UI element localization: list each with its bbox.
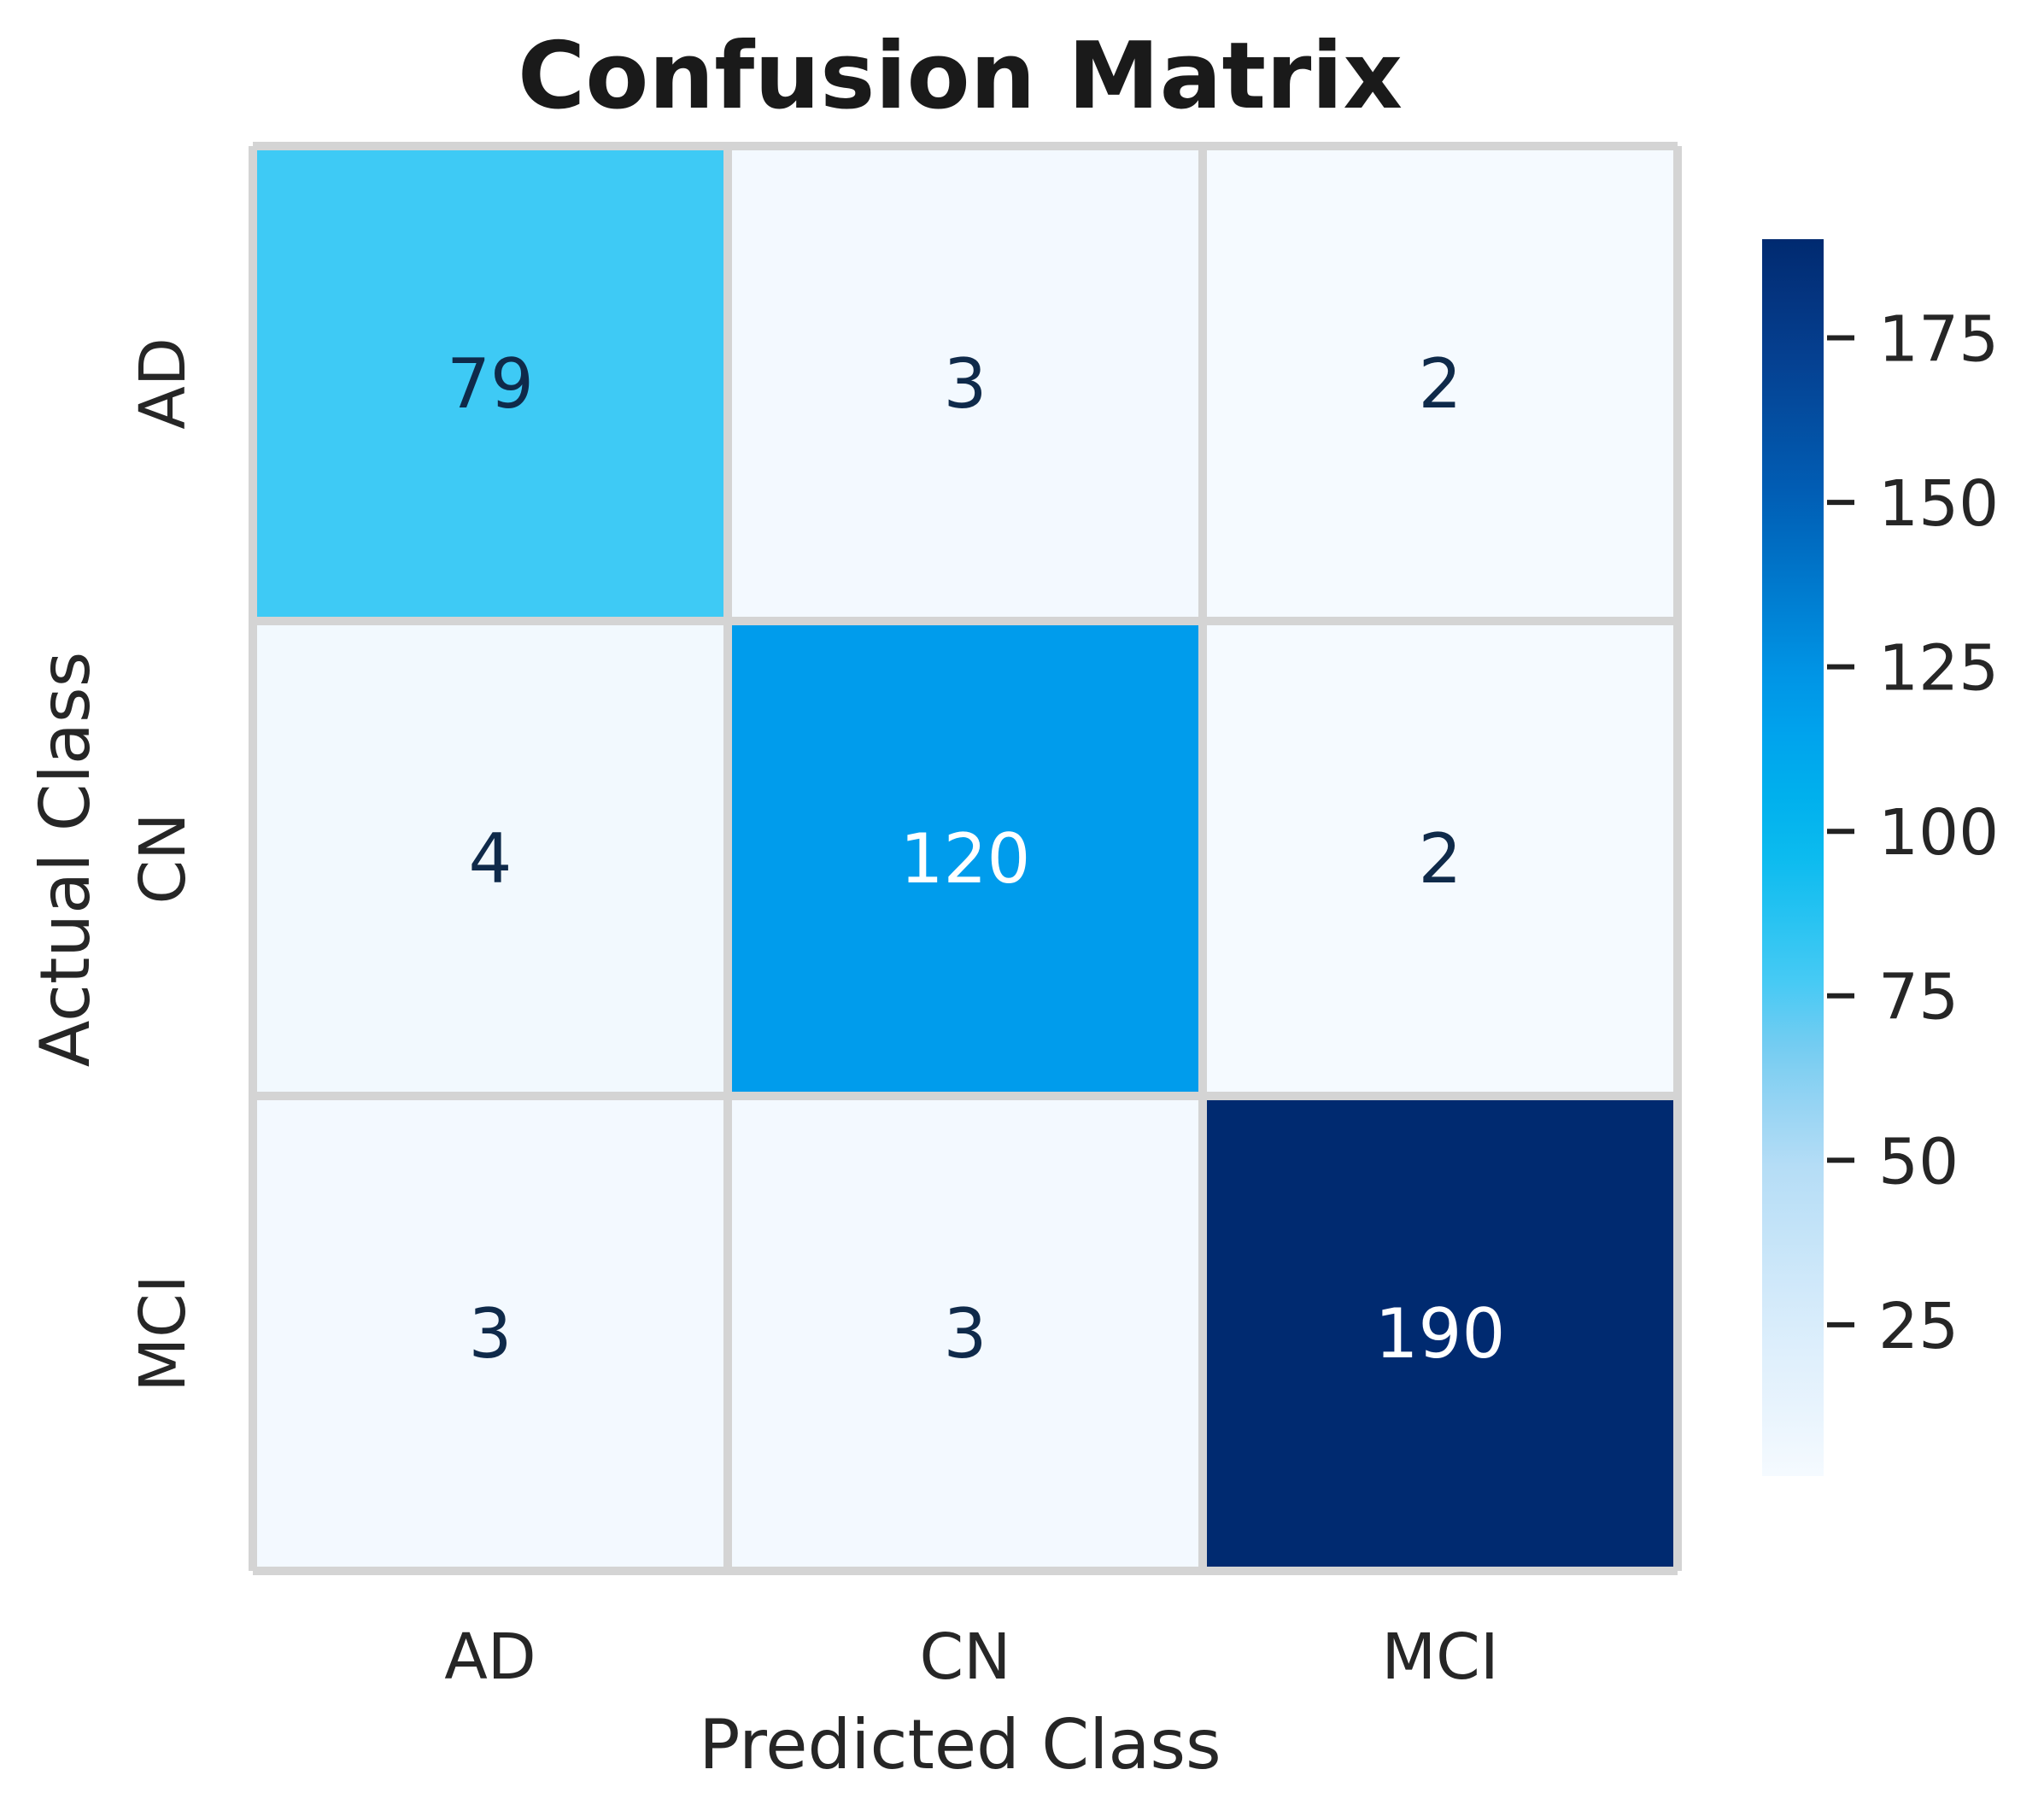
heatmap-cell <box>253 1096 728 1571</box>
heatmap-cell <box>1203 621 1678 1096</box>
colorbar <box>1762 239 1824 1476</box>
colorbar-tick-label: 100 <box>1878 796 1999 870</box>
colorbar-tick-label: 150 <box>1878 467 1999 541</box>
heatmap-cell <box>1203 1096 1678 1571</box>
heatmap-cells <box>253 146 1678 1571</box>
x-axis-label: Predicted Class <box>699 1705 1221 1784</box>
colorbar-tick-label: 25 <box>1878 1290 1959 1363</box>
y-tick-label: MCI <box>126 1274 200 1392</box>
y-tick-label: AD <box>126 337 200 430</box>
cell-value-label: 79 <box>447 344 534 424</box>
colorbar-tick-label: 175 <box>1878 303 1999 377</box>
heatmap-grid <box>249 142 1682 1575</box>
cell-value-label: 120 <box>900 819 1031 899</box>
x-tick-label: MCI <box>1381 1620 1498 1694</box>
heatmap-cell <box>728 146 1203 621</box>
heatmap-cell <box>728 1096 1203 1571</box>
cell-value-label: 2 <box>1419 819 1462 899</box>
colorbar-ticks: 25 50 75 100 125 150 175 <box>1827 303 1999 1363</box>
colorbar-tick-label: 125 <box>1878 632 1999 706</box>
colorbar-tick-label: 75 <box>1878 961 1959 1034</box>
colorbar-tick-label: 50 <box>1878 1125 1959 1198</box>
heatmap-cell <box>253 146 728 621</box>
cell-value-label: 190 <box>1375 1294 1506 1374</box>
x-tick-label: AD <box>444 1620 536 1694</box>
heatmap-cell <box>1203 146 1678 621</box>
x-tick-label: CN <box>919 1620 1010 1694</box>
cell-value-label: 3 <box>944 1294 987 1374</box>
y-axis-label: Actual Class <box>26 652 105 1068</box>
heatmap-cell <box>253 621 728 1096</box>
cell-value-label: 3 <box>944 344 987 424</box>
heatmap-cell-labels: 79 3 2 4 120 2 3 3 190 <box>447 344 1505 1374</box>
y-tick-label: CN <box>126 812 200 904</box>
cell-value-label: 3 <box>469 1294 512 1374</box>
cell-value-label: 2 <box>1419 344 1462 424</box>
y-axis-tick-labels: AD CN MCI <box>126 337 200 1392</box>
x-axis-tick-labels: AD CN MCI <box>444 1620 1498 1694</box>
cell-value-label: 4 <box>469 819 512 899</box>
heatmap-cell <box>728 621 1203 1096</box>
chart-title: Confusion Matrix <box>518 23 1403 130</box>
